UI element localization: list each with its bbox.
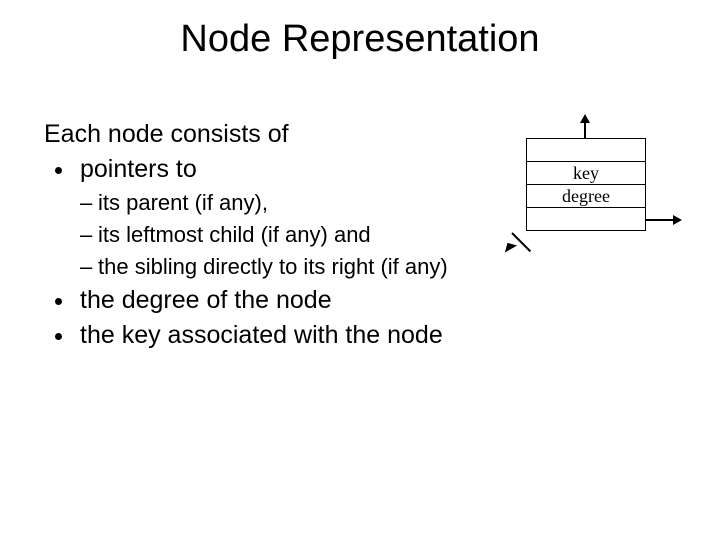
arrow-right-head-icon xyxy=(673,215,682,225)
node-box: key degree xyxy=(526,138,646,231)
arrow-downleft-head-icon xyxy=(505,243,517,255)
arrow-up-line xyxy=(584,122,586,139)
bullet-pointers-text: pointers to xyxy=(80,155,197,183)
cell-child-sibling-ptr xyxy=(527,208,645,230)
slide-title: Node Representation xyxy=(0,18,720,61)
cell-degree: degree xyxy=(527,185,645,208)
node-diagram: key degree xyxy=(500,116,700,286)
slide: Node Representation Each node consists o… xyxy=(0,0,720,540)
arrow-up-head-icon xyxy=(580,114,590,123)
arrow-right-line xyxy=(645,219,675,221)
cell-parent-ptr xyxy=(527,139,645,162)
bullet-key: the key associated with the node xyxy=(76,321,684,350)
cell-key: key xyxy=(527,162,645,185)
bullet-degree: the degree of the node xyxy=(76,286,684,315)
